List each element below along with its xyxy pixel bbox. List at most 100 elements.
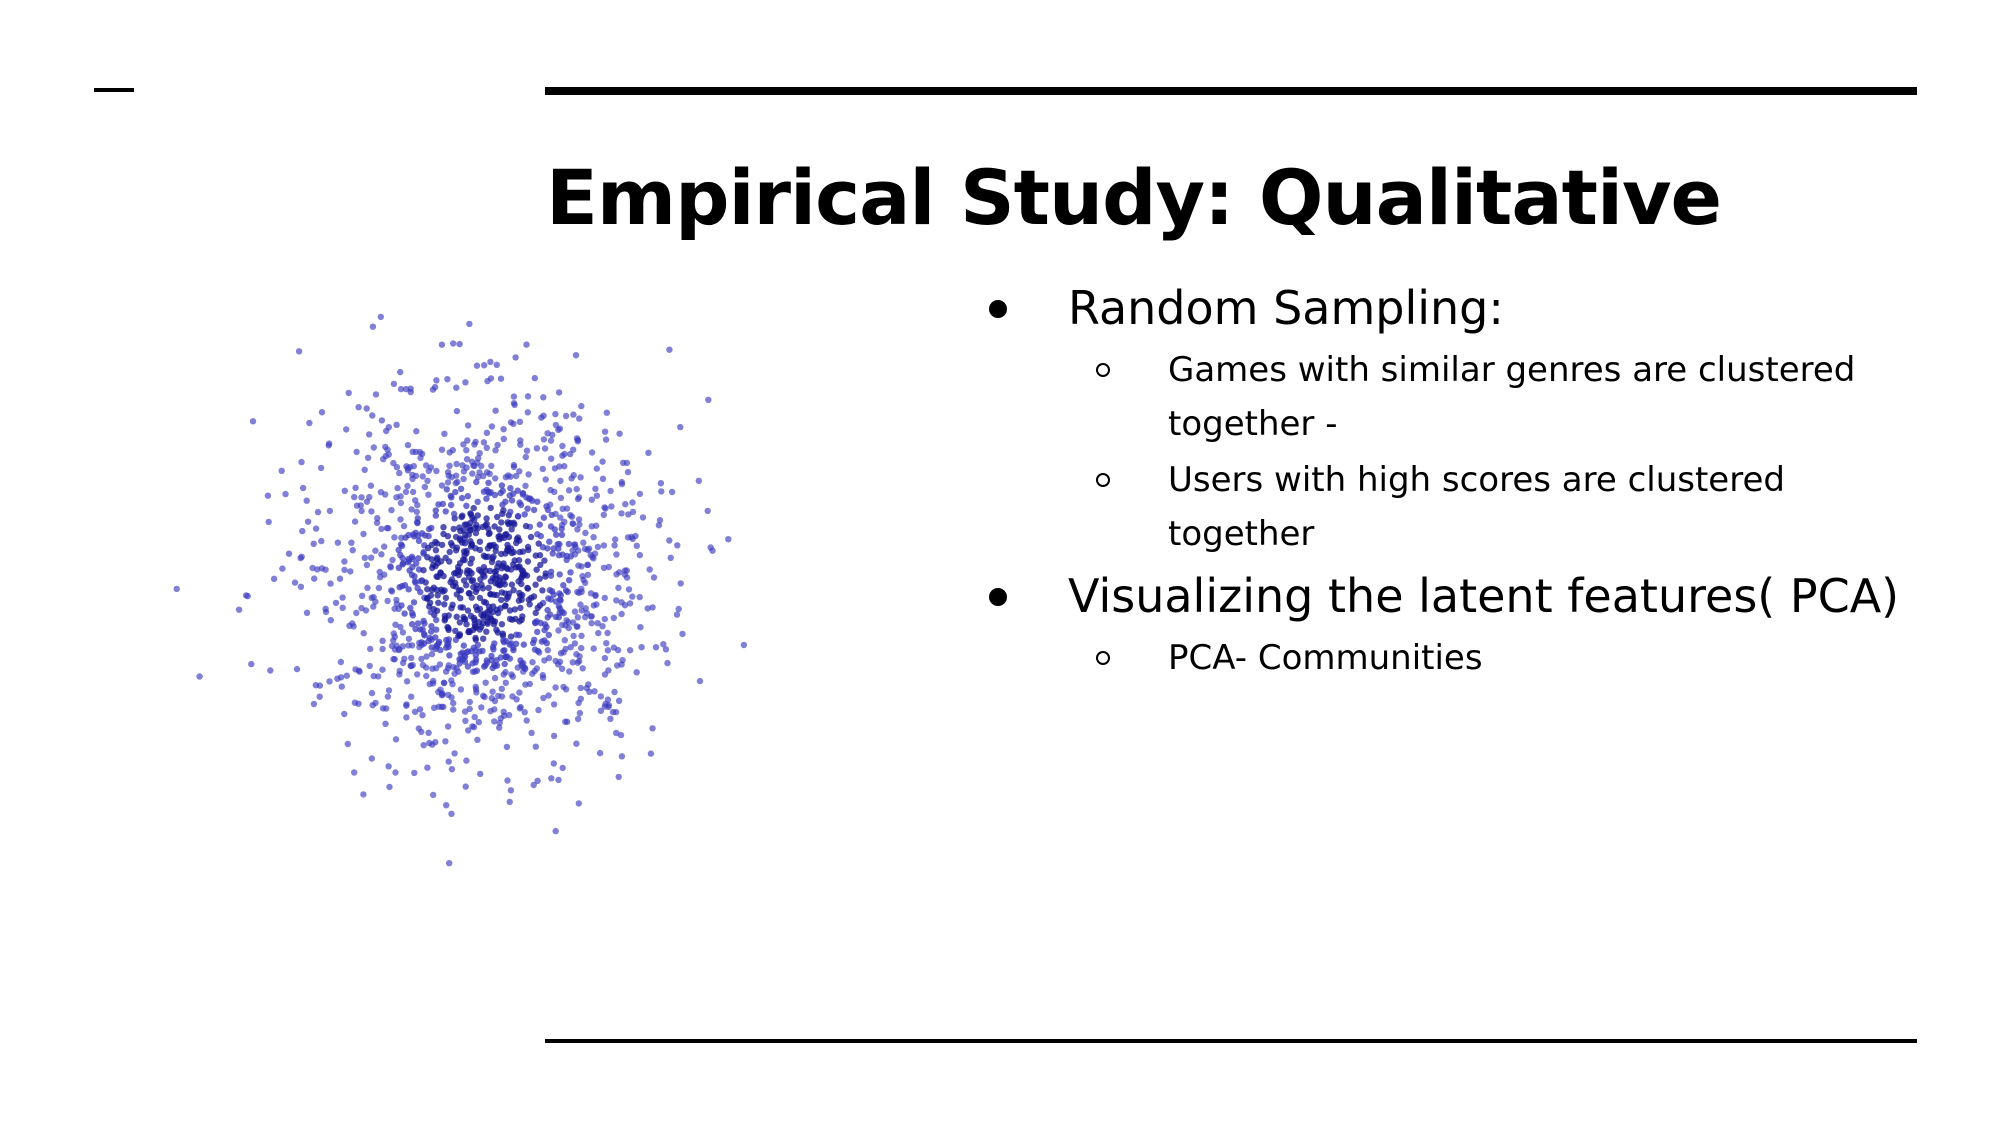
- scatter-point: [484, 608, 491, 616]
- scatter-point: [629, 593, 636, 600]
- scatter-point: [368, 508, 375, 515]
- scatter-point: [575, 562, 582, 569]
- scatter-point: [540, 694, 547, 702]
- bullet-disc-icon: [989, 300, 1007, 318]
- scatter-point: [405, 586, 412, 593]
- scatter-point: [526, 680, 533, 688]
- scatter-point: [408, 506, 415, 513]
- scatter-point: [510, 400, 518, 407]
- scatter-point: [410, 531, 417, 538]
- scatter-point: [445, 758, 452, 765]
- scatter-point: [352, 666, 359, 673]
- scatter-point: [613, 597, 620, 604]
- scatter-point: [556, 658, 564, 665]
- scatter-point: [397, 499, 405, 507]
- scatter-point: [461, 615, 468, 623]
- scatter-point: [570, 619, 577, 626]
- scatter-point: [425, 491, 432, 498]
- scatter-point: [502, 573, 509, 580]
- scatter-point: [392, 736, 400, 743]
- scatter-point: [350, 623, 357, 630]
- scatter-point: [366, 431, 373, 438]
- scatter-point: [491, 661, 498, 669]
- scatter-point: [503, 653, 511, 660]
- scatter-point: [544, 430, 551, 437]
- scatter-point: [704, 507, 711, 515]
- scatter-point: [446, 462, 453, 469]
- scatter-point: [464, 607, 472, 614]
- scatter-point: [380, 456, 387, 463]
- scatter-point: [563, 617, 570, 624]
- scatter-point: [462, 717, 469, 724]
- scatter-point: [502, 668, 509, 676]
- scatter-point: [479, 647, 486, 654]
- scatter-point: [411, 708, 419, 715]
- scatter-point: [652, 644, 660, 651]
- scatter-point: [397, 516, 404, 523]
- scatter-point: [353, 448, 360, 456]
- scatter-point: [440, 703, 447, 711]
- scatter-point: [578, 607, 585, 614]
- scatter-point: [563, 552, 570, 560]
- scatter-point: [550, 732, 558, 740]
- scatter-point: [339, 594, 346, 601]
- scatter-point: [625, 511, 632, 518]
- scatter-point: [536, 521, 543, 528]
- scatter-point: [574, 623, 581, 630]
- scatter-point: [502, 531, 509, 538]
- scatter-point: [428, 541, 435, 549]
- scatter-point: [494, 441, 501, 449]
- scatter-point: [522, 482, 529, 489]
- scatter-point: [390, 380, 398, 388]
- scatter-point: [506, 798, 513, 806]
- scatter-point: [662, 646, 670, 653]
- scatter-point: [492, 407, 499, 414]
- scatter-point: [457, 686, 465, 693]
- scatter-point: [599, 475, 607, 482]
- scatter-point: [557, 514, 564, 521]
- scatter-point: [499, 510, 506, 517]
- scatter-point: [473, 362, 481, 369]
- scatter-point: [480, 564, 488, 571]
- scatter-point: [314, 508, 322, 516]
- scatter-point: [414, 519, 421, 527]
- scatter-point: [322, 608, 330, 616]
- scatter-point: [444, 469, 452, 476]
- scatter-point: [552, 827, 559, 835]
- scatter-point: [427, 608, 434, 616]
- scatter-point: [451, 570, 458, 577]
- scatter-point: [422, 462, 430, 469]
- scatter-point: [600, 511, 607, 518]
- scatter-point: [445, 625, 452, 632]
- scatter-point: [664, 659, 671, 667]
- sub-bullet-users-line2: together: [1168, 514, 1315, 554]
- scatter-point: [480, 552, 488, 559]
- scatter-point: [341, 487, 348, 494]
- scatter-point: [558, 531, 566, 538]
- scatter-point: [322, 566, 329, 573]
- scatter-point: [391, 656, 398, 663]
- scatter-point: [428, 628, 435, 635]
- scatter-point: [434, 559, 442, 567]
- scatter-point: [458, 494, 466, 502]
- scatter-point: [472, 603, 480, 610]
- scatter-point: [389, 556, 396, 564]
- scatter-point: [408, 693, 415, 700]
- scatter-point: [457, 485, 465, 492]
- scatter-point: [576, 415, 583, 422]
- scatter-point: [546, 611, 554, 618]
- scatter-point: [668, 488, 676, 496]
- bottom-rule: [545, 1039, 1917, 1043]
- scatter-point: [508, 526, 515, 533]
- scatter-point: [453, 407, 461, 415]
- scatter-point: [310, 700, 318, 708]
- scatter-point: [475, 718, 482, 726]
- scatter-point: [582, 529, 589, 537]
- scatter-point: [452, 479, 459, 487]
- scatter-point: [508, 497, 516, 504]
- scatter-point: [574, 614, 581, 621]
- scatter-point: [505, 711, 513, 719]
- scatter-point: [312, 525, 320, 532]
- scatter-point: [561, 463, 568, 470]
- scatter-point: [602, 436, 610, 443]
